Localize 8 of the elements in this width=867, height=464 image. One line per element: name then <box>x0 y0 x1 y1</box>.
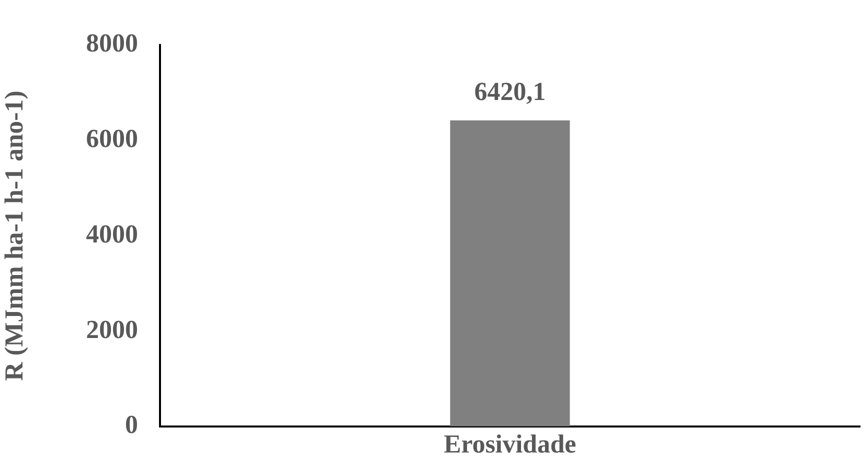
y-tick-label: 2000 <box>86 314 138 344</box>
y-tick-label: 0 <box>125 410 138 440</box>
data-label: 6420,1 <box>474 77 546 106</box>
y-tick-label: 8000 <box>86 28 138 58</box>
y-tick-label: 6000 <box>86 124 138 154</box>
y-tick-label: 4000 <box>86 219 138 248</box>
x-tick-label: Erosividade <box>444 430 576 459</box>
y-axis-title: R (MJmm ha-1 h-1 ano-1) <box>0 90 28 381</box>
